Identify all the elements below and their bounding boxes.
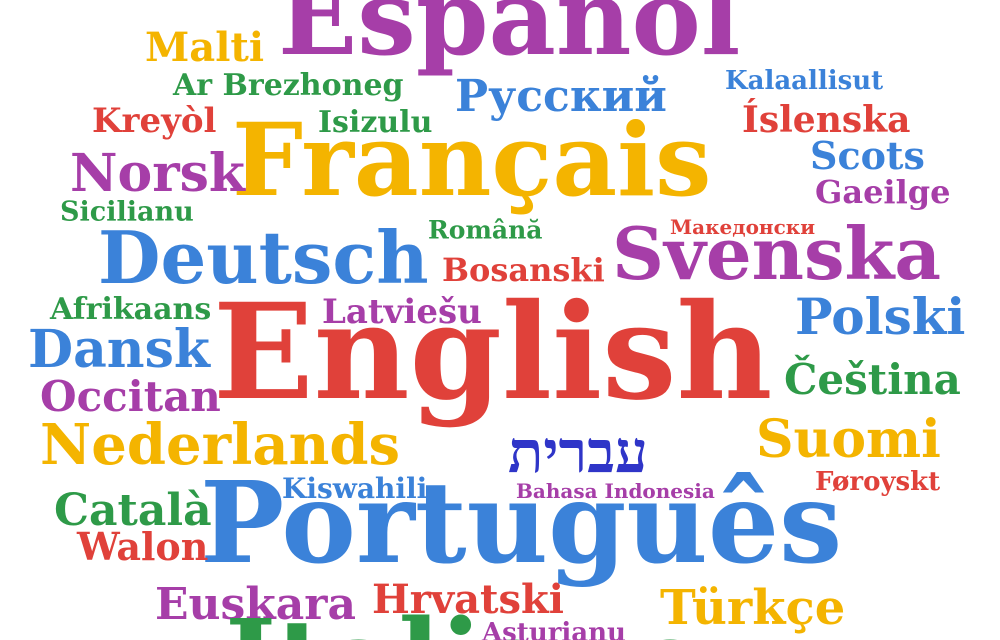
word-afrikaans: Afrikaans (50, 292, 212, 327)
word-ar-brezhoneg: Ar Brezhoneg (173, 68, 404, 103)
word-cestina: Čeština (784, 355, 961, 404)
word-bahasa-indonesia: Bahasa Indonesia (516, 479, 715, 503)
word-romana: Română (428, 215, 543, 245)
word-isizulu: Isizulu (318, 105, 433, 140)
word-asturianu: Asturianu (482, 618, 626, 640)
word-deutsch: Deutsch (98, 215, 429, 300)
word-walon: Walon (77, 524, 209, 569)
word-gaeilge: Gaeilge (815, 173, 951, 211)
word-kreyol: Kreyòl (92, 101, 217, 141)
word-nederlands: Nederlands (40, 412, 401, 478)
word-portugues: Português (200, 458, 843, 589)
word-english: English (213, 275, 773, 430)
word-ivrit: עברית (508, 418, 648, 486)
word-turkce: Türkçe (660, 580, 846, 636)
word-scots: Scots (810, 133, 925, 178)
word-foroyskt: Føroyskt (815, 467, 941, 497)
word-svenska: Svenska (612, 211, 942, 296)
word-dansk: Dansk (28, 319, 210, 380)
word-latviesu: Latviešu (322, 292, 482, 332)
word-hrvatski: Hrvatski (372, 576, 564, 623)
word-norsk: Norsk (70, 143, 245, 204)
word-polski: Polski (795, 287, 966, 346)
word-kiswahili: Kiswahili (282, 472, 428, 505)
word-suomi: Suomi (756, 409, 941, 470)
word-malti: Malti (145, 24, 265, 71)
word-sicilianu: Sicilianu (60, 196, 194, 228)
word-makedonski: Македонски (670, 215, 816, 239)
word-italiano: Italiano (225, 605, 707, 640)
word-russkiy: Русский (455, 71, 667, 122)
word-occitan: Occitan (40, 372, 221, 421)
word-catala: Català (54, 485, 212, 536)
word-francais: Français (232, 101, 712, 219)
word-islenska: Íslenska (742, 99, 911, 141)
word-bosanski: Bosanski (442, 251, 605, 289)
word-euskara: Euskara (155, 579, 356, 630)
word-kalaallisut: Kalaallisut (725, 66, 884, 96)
word-espanol: Español (278, 0, 741, 79)
